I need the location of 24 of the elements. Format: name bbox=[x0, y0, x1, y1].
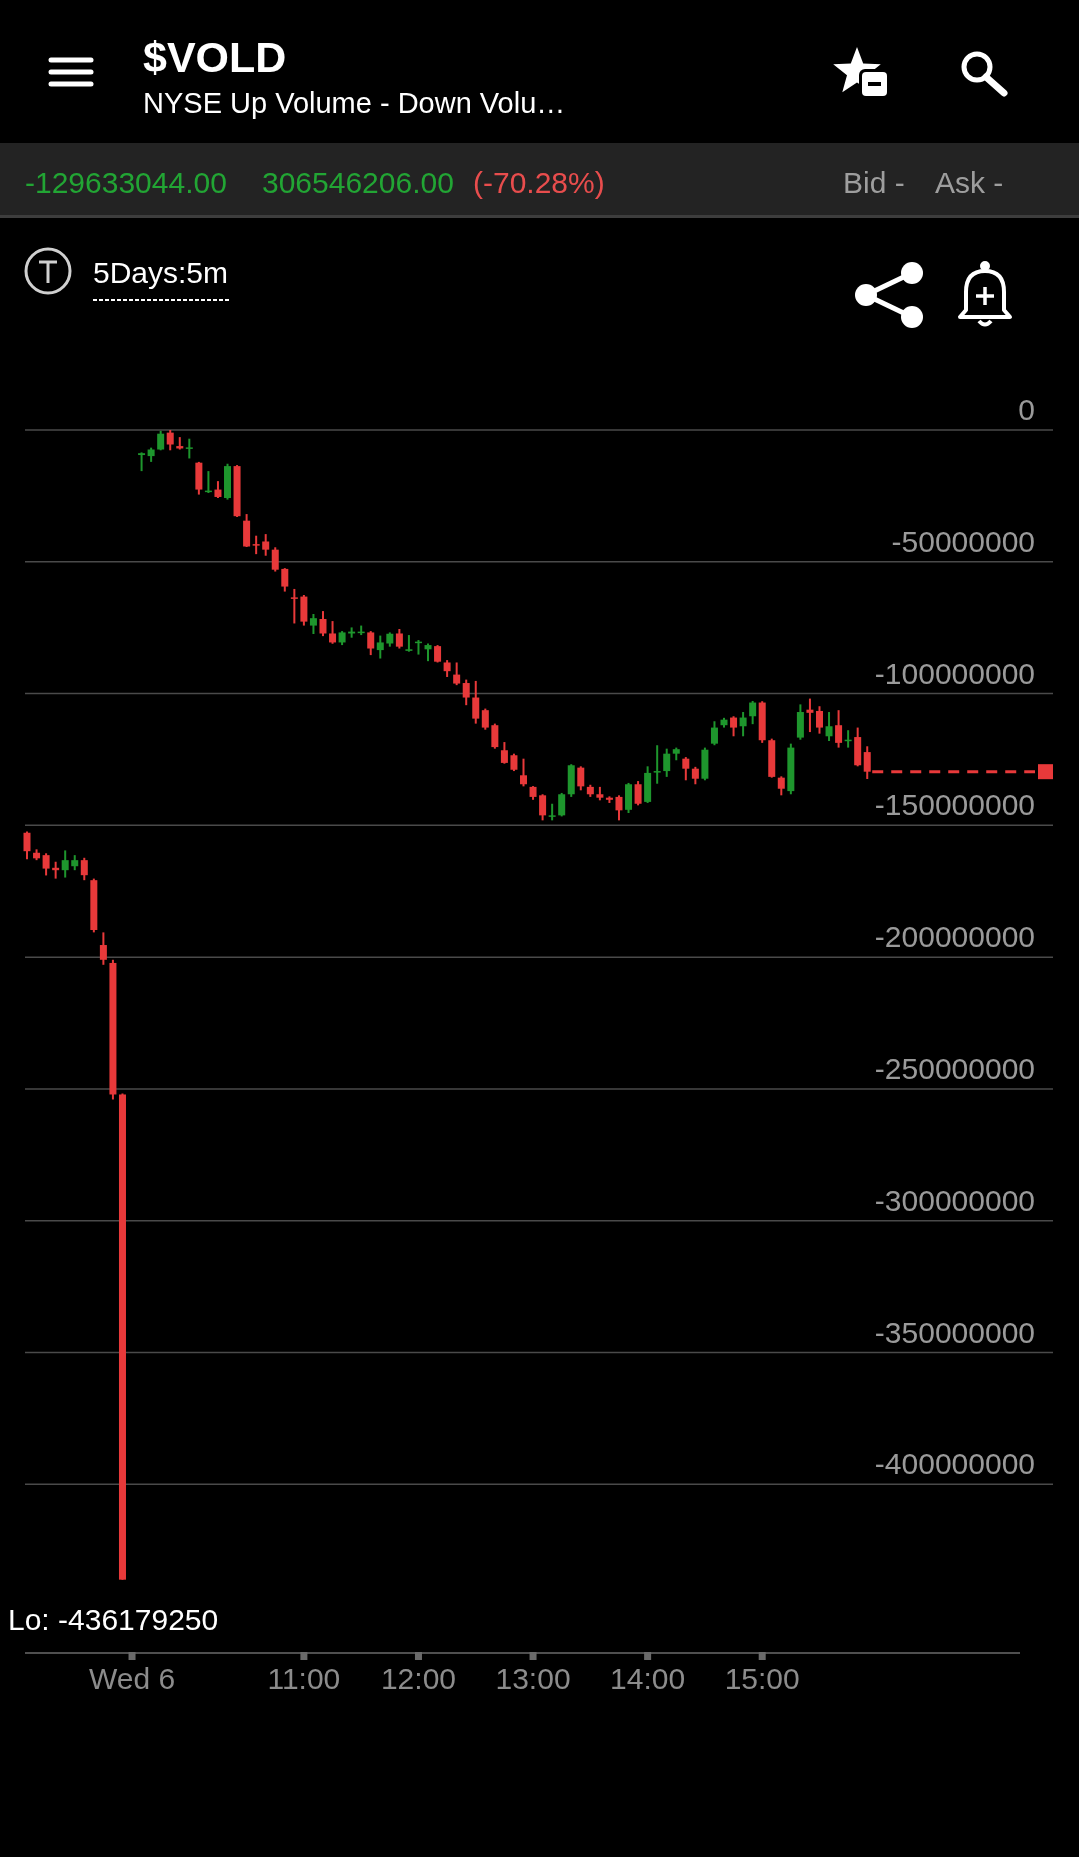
text: 306546206.00 bbox=[262, 166, 454, 199]
text: (-70.28%) bbox=[473, 166, 605, 199]
x-tick-label: 11:00 bbox=[267, 1662, 341, 1695]
x-tick-label: 14:00 bbox=[610, 1662, 686, 1695]
y-tick-label: -400000000 bbox=[874, 1447, 1035, 1481]
text: -129633044.00 bbox=[25, 166, 227, 199]
text: 5Days:5m bbox=[93, 256, 229, 289]
x-tick-label: 15:00 bbox=[724, 1662, 800, 1695]
chart-title: $VOLD bbox=[143, 33, 287, 81]
y-tick-label: -200000000 bbox=[874, 920, 1035, 954]
x-tick-label: 13:00 bbox=[495, 1662, 571, 1695]
y-tick-label: 0 bbox=[1018, 393, 1035, 426]
y-tick-label: -300000000 bbox=[874, 1183, 1035, 1217]
y-tick-label: -100000000 bbox=[874, 656, 1035, 690]
y-tick-label: -250000000 bbox=[874, 1051, 1035, 1085]
chart-subtitle: NYSE Up Volume - Down Volu… bbox=[143, 87, 566, 119]
y-tick-label: -150000000 bbox=[874, 788, 1035, 822]
x-tick-label: 12:00 bbox=[380, 1662, 457, 1695]
annotation: Lo: -436179250 bbox=[8, 1603, 219, 1636]
text: Ask - bbox=[935, 166, 1004, 199]
y-tick-label: -50000000 bbox=[891, 524, 1035, 558]
x-tick-label: Wed 6 bbox=[88, 1662, 176, 1695]
y-tick-label: -350000000 bbox=[874, 1315, 1035, 1349]
text: Bid - bbox=[843, 166, 905, 199]
